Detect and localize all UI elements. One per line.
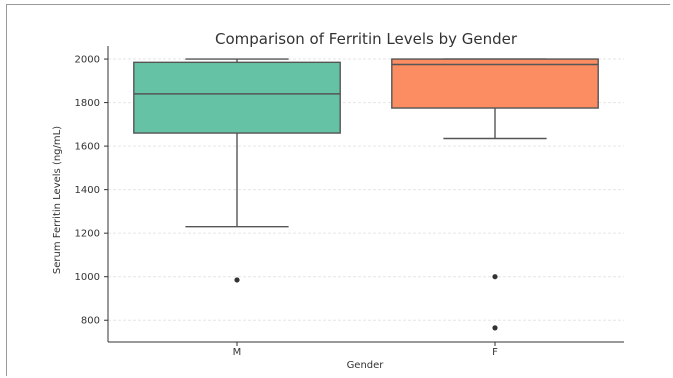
chart-title: Comparison of Ferritin Levels by Gender: [215, 30, 518, 48]
boxes: [133, 58, 599, 331]
y-tick-label-800: 800: [81, 316, 100, 327]
y-tick-label-1200: 1200: [75, 229, 100, 240]
grid-lines: [108, 58, 624, 321]
y-axis-label: Serum Ferritin Levels (ng/mL): [52, 126, 63, 274]
y-tick-labels: 800 1000 1200 1400 1600 1800 2000: [75, 55, 108, 327]
outlier-M-0: [234, 277, 240, 283]
figure-frame: [6, 4, 670, 376]
box-F: [391, 58, 599, 109]
y-tick-label-1600: 1600: [75, 142, 100, 153]
y-tick-label-2000: 2000: [75, 55, 100, 66]
y-tick-label-1400: 1400: [75, 185, 100, 196]
y-tick-label-1000: 1000: [75, 272, 100, 283]
outlier-F-1: [492, 325, 498, 331]
box-group-M: [133, 58, 341, 283]
axes: [107, 46, 624, 343]
outlier-F-0: [492, 274, 498, 280]
y-tick-label-1800: 1800: [75, 98, 100, 109]
x-tick-label-M: M: [233, 347, 242, 358]
box-group-F: [391, 58, 599, 331]
x-axis-label: Gender: [347, 360, 385, 371]
x-tick-label-F: F: [492, 347, 498, 358]
box-M: [133, 61, 341, 134]
